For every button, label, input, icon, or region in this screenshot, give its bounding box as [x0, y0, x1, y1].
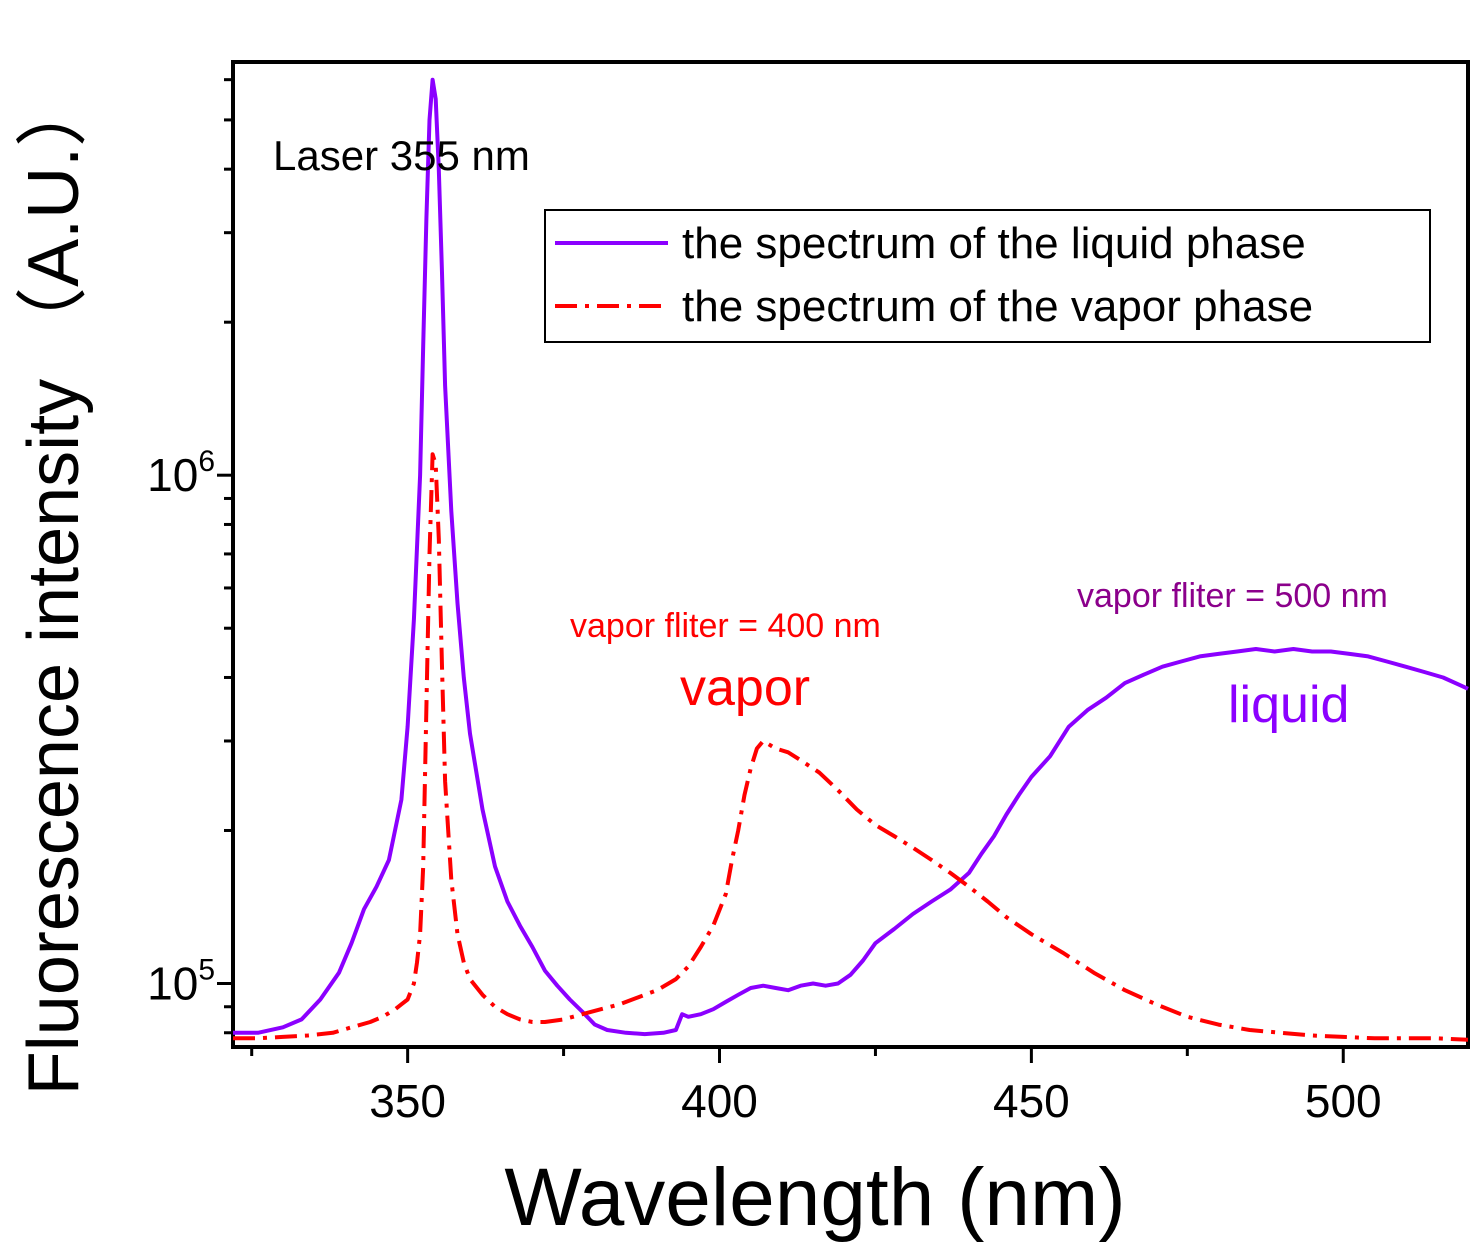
legend-box: [544, 209, 1431, 343]
y-axis-title: Fluorescence intensity （A.U.）: [14, 75, 94, 1095]
x-axis-tick-labels: 350 400 450 500: [369, 1075, 1381, 1127]
y-tick-label-1000000: 106: [147, 445, 215, 501]
series-lines: [233, 77, 1469, 1042]
laser-annotation: Laser 355 nm: [273, 132, 530, 179]
x-tick-label-450: 450: [993, 1075, 1070, 1127]
liquid-label-annotation: liquid: [1228, 676, 1349, 734]
y-tick-label-100000: 105: [147, 953, 215, 1009]
legend: the spectrum of the liquid phase the spe…: [544, 209, 1431, 343]
legend-label-vapor: the spectrum of the vapor phase: [682, 282, 1313, 331]
legend-label-liquid: the spectrum of the liquid phase: [682, 219, 1306, 268]
x-tick-label-350: 350: [369, 1075, 446, 1127]
x-axis-ticks: [250, 1047, 1345, 1063]
x-tick-label-400: 400: [681, 1075, 758, 1127]
vapor-label-annotation: vapor: [680, 659, 810, 717]
y-axis-tick-labels: 105 106: [147, 445, 215, 1009]
vapor-filter-annotation: vapor fliter = 400 nm: [570, 607, 881, 645]
series-line-vapor: [233, 452, 1469, 1042]
y-axis-ticks: [217, 78, 233, 1035]
series-line-liquid: [233, 77, 1469, 1037]
x-tick-label-500: 500: [1305, 1075, 1382, 1127]
x-axis-title: Wavelength (nm): [504, 1152, 1125, 1243]
liquid-filter-annotation: vapor fliter = 500 nm: [1077, 577, 1388, 615]
